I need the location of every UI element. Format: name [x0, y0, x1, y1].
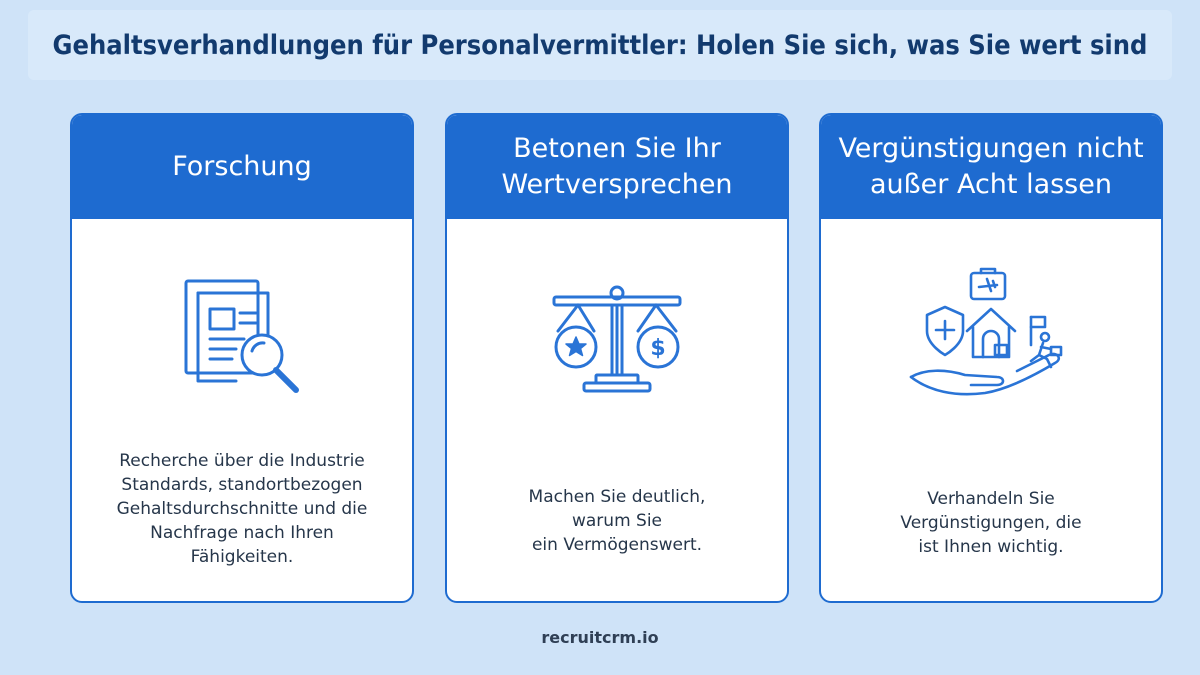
- card-heading: Vergünstigungen nicht außer Acht lassen: [838, 133, 1144, 200]
- card-heading: Forschung: [172, 151, 312, 182]
- card-value-proposition: Betonen Sie Ihr Wertversprechen $ Machen…: [445, 113, 789, 603]
- benefits-hand-icon: [909, 267, 1063, 396]
- brand-footer: recruitcrm.io: [541, 628, 659, 647]
- card-description: Verhandeln Sie Vergünstigungen, die ist …: [900, 489, 1082, 557]
- card-benefits: Vergünstigungen nicht außer Acht lassen …: [819, 113, 1163, 603]
- balance-scale-icon: $: [552, 285, 682, 393]
- card-research: Forschung Recherche über die Industrie S…: [70, 113, 414, 603]
- title-band: [28, 10, 1172, 80]
- card-header: Vergünstigungen nicht außer Acht lassen: [821, 115, 1161, 219]
- card-description: Machen Sie deutlich, warum Sie ein Vermö…: [528, 487, 706, 555]
- card-description: Recherche über die Industrie Standards, …: [116, 451, 368, 567]
- card-header: Betonen Sie Ihr Wertversprechen: [447, 115, 787, 219]
- card-heading: Betonen Sie Ihr Wertversprechen: [501, 133, 733, 200]
- document-search-icon: [184, 279, 299, 393]
- page-title: Gehaltsverhandlungen für Personalvermitt…: [52, 30, 1148, 61]
- svg-text:$: $: [650, 336, 665, 361]
- card-header: Forschung: [72, 115, 412, 219]
